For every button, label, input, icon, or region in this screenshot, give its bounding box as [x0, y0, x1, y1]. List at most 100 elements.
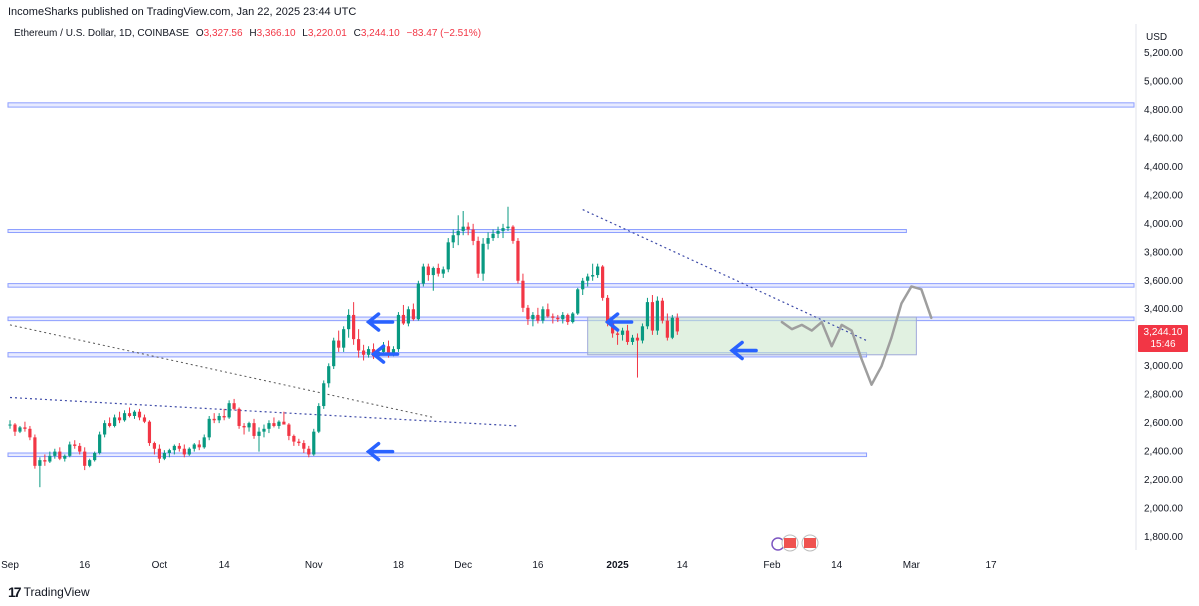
- candle-body: [675, 317, 679, 332]
- time-tick-label: Nov: [305, 560, 323, 571]
- time-tick-label: 16: [532, 560, 544, 571]
- candle-body: [182, 448, 186, 455]
- projection-line: [780, 285, 933, 386]
- candle-body: [172, 445, 176, 451]
- price-tick-label: 5,200.00: [1144, 48, 1183, 59]
- candle-body: [117, 417, 122, 421]
- candle-body: [277, 421, 281, 426]
- candle-body: [207, 418, 211, 438]
- candle-body: [63, 455, 67, 459]
- time-tick-label: 17: [985, 560, 997, 571]
- candle-body: [431, 267, 435, 276]
- price-tick-label: 1,800.00: [1144, 532, 1183, 543]
- candle-body: [322, 383, 326, 407]
- price-tick-label: 2,200.00: [1144, 475, 1183, 486]
- candle-body: [267, 423, 271, 429]
- candle-body: [227, 403, 231, 418]
- price-tick-label: 4,000.00: [1144, 219, 1183, 230]
- candle-body: [202, 437, 206, 448]
- candle-body: [541, 309, 545, 321]
- time-tick-label: Mar: [903, 560, 921, 571]
- candle-body: [83, 451, 87, 466]
- candle-body: [650, 302, 655, 331]
- candle-body: [287, 424, 291, 436]
- time-tick-label: 18: [393, 560, 405, 571]
- ohlc-change: −83.47 (−2.51%): [406, 28, 482, 39]
- candle-body: [192, 444, 196, 449]
- candle-body: [58, 451, 62, 459]
- brand-name: TradingView: [23, 585, 90, 599]
- candle-body: [88, 460, 92, 466]
- candle-body: [596, 266, 600, 276]
- candle-body: [232, 403, 236, 409]
- time-axis[interactable]: Sep 16 Oct 14 Nov 18 Dec 16 2025 14 Feb 14 Mar 17: [1, 560, 997, 571]
- candle-body: [456, 230, 460, 236]
- candle-body: [292, 435, 296, 442]
- candle-body: [137, 411, 142, 418]
- time-tick-label: 14: [219, 560, 231, 571]
- candle-body: [18, 427, 22, 432]
- candle-body: [222, 416, 226, 418]
- symbol-title: Ethereum / U.S. Dollar, 1D, COINBASE: [14, 28, 190, 39]
- us-flag-stripes: [784, 538, 796, 548]
- candle-body: [127, 413, 132, 416]
- candle-body: [441, 269, 445, 274]
- price-tick-label: 2,800.00: [1144, 390, 1183, 401]
- left-arrow-icon: [729, 340, 758, 361]
- candle-body: [157, 448, 161, 459]
- candle-body: [53, 451, 57, 456]
- left-arrow-icon: [365, 441, 395, 462]
- candle-body: [426, 266, 430, 276]
- candle-body: [416, 283, 420, 320]
- currency-label: USD: [1146, 32, 1167, 43]
- price-tick-label: 2,400.00: [1144, 447, 1183, 458]
- time-tick-label: 14: [831, 560, 843, 571]
- candle-body: [491, 233, 495, 239]
- ohlc-high: H3,366.10: [249, 28, 296, 39]
- candle-body: [242, 425, 246, 428]
- ohlc-close: C3,244.10: [353, 28, 400, 39]
- candle-body: [43, 460, 47, 462]
- annotation-arrows: [365, 312, 758, 462]
- candle-body: [147, 421, 152, 444]
- candle-body: [536, 314, 540, 321]
- last-price-tag: 3,244.10 15:46: [1138, 325, 1188, 352]
- price-axis[interactable]: 5,200.00 5,000.00 4,800.00 4,600.00 4,400.00…: [1144, 48, 1183, 543]
- candle-body: [531, 314, 535, 320]
- candle-body: [187, 448, 191, 455]
- candle-body: [132, 411, 137, 416]
- trend-lines: [9, 209, 867, 427]
- candle-body: [217, 416, 221, 421]
- candle-body: [436, 267, 440, 274]
- candle-body: [93, 453, 97, 461]
- candle-body: [13, 424, 17, 432]
- candle-body: [98, 434, 102, 454]
- candle-body: [282, 421, 286, 425]
- candle-body: [546, 309, 550, 317]
- zone-band: [7, 452, 868, 458]
- time-tick-label: 14: [677, 560, 689, 571]
- candle-body: [571, 313, 575, 323]
- candle-body: [381, 346, 386, 352]
- candle-body: [556, 317, 560, 320]
- candle-body: [486, 238, 490, 244]
- bar-countdown: 15:46: [1150, 339, 1176, 350]
- time-tick-label: 16: [79, 560, 91, 571]
- candle-body: [337, 340, 341, 348]
- descending-trendline-1: [9, 324, 434, 418]
- candlestick-series: [8, 206, 679, 488]
- candle-body: [327, 366, 331, 384]
- candle-body: [312, 431, 316, 455]
- event-icons[interactable]: [771, 534, 819, 552]
- candle-body: [421, 266, 425, 284]
- candle-body: [357, 339, 361, 351]
- candle-body: [606, 297, 610, 324]
- zone-band: [7, 102, 1135, 108]
- price-tick-label: 4,800.00: [1144, 105, 1183, 116]
- tradingview-logo[interactable]: 17 TradingView: [8, 584, 90, 600]
- us-flag-stripes-2: [804, 538, 816, 548]
- price-tick-label: 3,400.00: [1144, 304, 1183, 315]
- candle-body: [352, 314, 356, 340]
- ohlc-low: L3,220.01: [302, 28, 347, 39]
